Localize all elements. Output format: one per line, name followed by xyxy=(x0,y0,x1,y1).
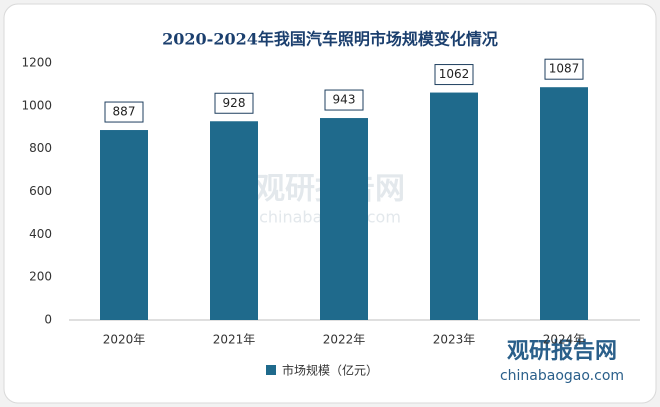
x-tick-label: 2021年 xyxy=(213,333,256,347)
y-tick-label: 400 xyxy=(29,227,52,241)
y-tick-label: 800 xyxy=(29,141,52,155)
value-label-box xyxy=(324,89,364,111)
value-label-box xyxy=(544,58,584,80)
legend-swatch xyxy=(266,365,276,375)
bar xyxy=(430,92,478,321)
logo-url: chinabaogao.com xyxy=(500,368,624,384)
x-tick-label: 2020年 xyxy=(103,333,146,347)
y-tick-label: 0 xyxy=(44,313,52,327)
x-tick-label: 2024年 xyxy=(543,333,586,347)
y-tick-label: 1200 xyxy=(21,56,52,70)
chart-title: 2020-2024年我国汽车照明市场规模变化情况 xyxy=(162,30,498,49)
logo-name: 观研报告网 xyxy=(507,339,617,364)
value-label: 928 xyxy=(223,96,246,110)
value-label-box xyxy=(104,101,144,123)
value-label: 1062 xyxy=(439,67,470,81)
value-label: 887 xyxy=(113,105,136,119)
value-label-box xyxy=(434,64,474,86)
legend-label: 市场规模（亿元） xyxy=(282,363,378,378)
bar xyxy=(540,87,588,320)
bar xyxy=(320,118,368,320)
bar xyxy=(100,130,148,320)
x-tick-label: 2022年 xyxy=(323,333,366,347)
x-tick-label: 2023年 xyxy=(433,333,476,347)
y-tick-label: 200 xyxy=(29,270,52,284)
y-tick-label: 1000 xyxy=(21,98,52,112)
value-label-box xyxy=(214,92,254,114)
y-tick-label: 600 xyxy=(29,184,52,198)
value-label: 943 xyxy=(333,93,356,107)
value-label: 1087 xyxy=(549,62,580,76)
bar xyxy=(210,121,258,321)
